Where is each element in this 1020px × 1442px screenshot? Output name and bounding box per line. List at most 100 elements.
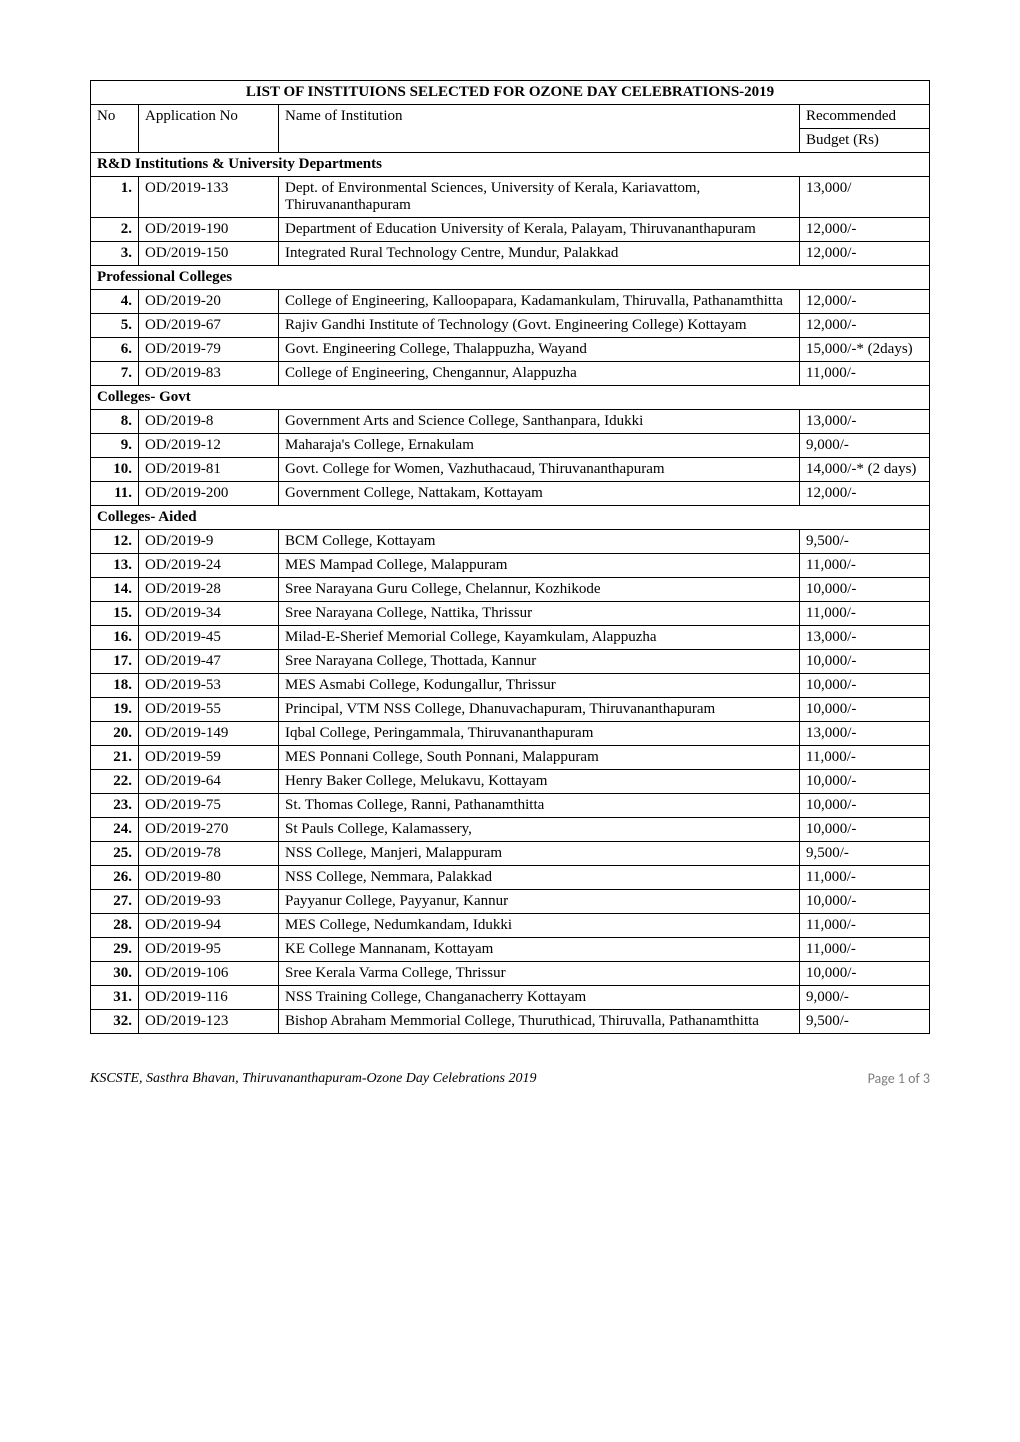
cell-budget: 14,000/-* (2 days) (800, 458, 930, 482)
cell-application-no: OD/2019-149 (139, 722, 279, 746)
cell-budget: 10,000/- (800, 794, 930, 818)
cell-no: 17. (91, 650, 139, 674)
cell-application-no: OD/2019-133 (139, 177, 279, 218)
table-row: 3.OD/2019-150Integrated Rural Technology… (91, 242, 930, 266)
cell-application-no: OD/2019-59 (139, 746, 279, 770)
cell-no: 8. (91, 410, 139, 434)
cell-application-no: OD/2019-81 (139, 458, 279, 482)
cell-budget: 10,000/- (800, 578, 930, 602)
cell-no: 9. (91, 434, 139, 458)
table-row: 13.OD/2019-24MES Mampad College, Malappu… (91, 554, 930, 578)
table-row: 11.OD/2019-200Government College, Nattak… (91, 482, 930, 506)
table-row: 10.OD/2019-81Govt. College for Women, Va… (91, 458, 930, 482)
cell-no: 5. (91, 314, 139, 338)
section-heading: Colleges- Aided (91, 506, 930, 530)
cell-institution-name: St Pauls College, Kalamassery, (279, 818, 800, 842)
cell-no: 13. (91, 554, 139, 578)
cell-institution-name: NSS College, Nemmara, Palakkad (279, 866, 800, 890)
cell-budget: 10,000/- (800, 650, 930, 674)
cell-budget: 13,000/- (800, 626, 930, 650)
cell-no: 31. (91, 986, 139, 1010)
table-row: 27.OD/2019-93Payyanur College, Payyanur,… (91, 890, 930, 914)
cell-application-no: OD/2019-64 (139, 770, 279, 794)
cell-institution-name: Govt. College for Women, Vazhuthacaud, T… (279, 458, 800, 482)
cell-application-no: OD/2019-94 (139, 914, 279, 938)
cell-no: 16. (91, 626, 139, 650)
cell-institution-name: NSS College, Manjeri, Malappuram (279, 842, 800, 866)
cell-institution-name: Principal, VTM NSS College, Dhanuvachapu… (279, 698, 800, 722)
cell-institution-name: Sree Narayana College, Thottada, Kannur (279, 650, 800, 674)
cell-application-no: OD/2019-93 (139, 890, 279, 914)
cell-institution-name: Government Arts and Science College, San… (279, 410, 800, 434)
table-row: 12.OD/2019-9BCM College, Kottayam9,500/- (91, 530, 930, 554)
cell-institution-name: Govt. Engineering College, Thalappuzha, … (279, 338, 800, 362)
cell-application-no: OD/2019-9 (139, 530, 279, 554)
cell-no: 18. (91, 674, 139, 698)
cell-application-no: OD/2019-116 (139, 986, 279, 1010)
cell-application-no: OD/2019-53 (139, 674, 279, 698)
cell-no: 6. (91, 338, 139, 362)
table-title: LIST OF INSTITUIONS SELECTED FOR OZONE D… (91, 81, 930, 105)
cell-application-no: OD/2019-106 (139, 962, 279, 986)
cell-application-no: OD/2019-200 (139, 482, 279, 506)
cell-no: 7. (91, 362, 139, 386)
cell-no: 14. (91, 578, 139, 602)
cell-budget: 10,000/- (800, 674, 930, 698)
cell-no: 2. (91, 218, 139, 242)
cell-application-no: OD/2019-8 (139, 410, 279, 434)
cell-budget: 15,000/-* (2days) (800, 338, 930, 362)
cell-no: 32. (91, 1010, 139, 1034)
cell-budget: 12,000/- (800, 314, 930, 338)
table-row: 4.OD/2019-20College of Engineering, Kall… (91, 290, 930, 314)
cell-budget: 11,000/- (800, 938, 930, 962)
section-heading: Professional Colleges (91, 266, 930, 290)
cell-no: 25. (91, 842, 139, 866)
cell-institution-name: Payyanur College, Payyanur, Kannur (279, 890, 800, 914)
table-row: 8.OD/2019-8Government Arts and Science C… (91, 410, 930, 434)
cell-budget: 9,500/- (800, 530, 930, 554)
cell-budget: 11,000/- (800, 602, 930, 626)
table-row: 15.OD/2019-34Sree Narayana College, Natt… (91, 602, 930, 626)
cell-budget: 13,000/ (800, 177, 930, 218)
cell-no: 26. (91, 866, 139, 890)
cell-application-no: OD/2019-24 (139, 554, 279, 578)
col-header-budget-1: Recommended (800, 105, 930, 129)
table-row: 28.OD/2019-94MES College, Nedumkandam, I… (91, 914, 930, 938)
table-row: 7.OD/2019-83College of Engineering, Chen… (91, 362, 930, 386)
table-row: 30.OD/2019-106Sree Kerala Varma College,… (91, 962, 930, 986)
table-row: 22.OD/2019-64Henry Baker College, Meluka… (91, 770, 930, 794)
cell-no: 4. (91, 290, 139, 314)
col-header-budget-2: Budget (Rs) (800, 129, 930, 153)
cell-application-no: OD/2019-83 (139, 362, 279, 386)
table-row: 20.OD/2019-149Iqbal College, Peringammal… (91, 722, 930, 746)
cell-institution-name: Maharaja's College, Ernakulam (279, 434, 800, 458)
table-row: 19.OD/2019-55Principal, VTM NSS College,… (91, 698, 930, 722)
cell-application-no: OD/2019-75 (139, 794, 279, 818)
cell-no: 23. (91, 794, 139, 818)
cell-institution-name: MES Mampad College, Malappuram (279, 554, 800, 578)
table-row: 1.OD/2019-133Dept. of Environmental Scie… (91, 177, 930, 218)
cell-budget: 11,000/- (800, 554, 930, 578)
cell-institution-name: MES Ponnani College, South Ponnani, Mala… (279, 746, 800, 770)
cell-no: 22. (91, 770, 139, 794)
cell-budget: 9,500/- (800, 842, 930, 866)
section-heading: R&D Institutions & University Department… (91, 153, 930, 177)
cell-no: 27. (91, 890, 139, 914)
col-header-app: Application No (139, 105, 279, 153)
cell-budget: 12,000/- (800, 218, 930, 242)
cell-budget: 13,000/- (800, 722, 930, 746)
cell-application-no: OD/2019-150 (139, 242, 279, 266)
cell-no: 20. (91, 722, 139, 746)
section-heading: Colleges- Govt (91, 386, 930, 410)
cell-budget: 9,500/- (800, 1010, 930, 1034)
footer-left-text: KSCSTE, Sasthra Bhavan, Thiruvananthapur… (90, 1071, 536, 1087)
cell-institution-name: Iqbal College, Peringammala, Thiruvanant… (279, 722, 800, 746)
cell-no: 24. (91, 818, 139, 842)
table-row: 6.OD/2019-79Govt. Engineering College, T… (91, 338, 930, 362)
institutions-table: LIST OF INSTITUIONS SELECTED FOR OZONE D… (90, 80, 930, 1034)
table-row: 17.OD/2019-47Sree Narayana College, Thot… (91, 650, 930, 674)
cell-institution-name: College of Engineering, Kalloopapara, Ka… (279, 290, 800, 314)
table-row: 9.OD/2019-12Maharaja's College, Ernakula… (91, 434, 930, 458)
table-row: 24.OD/2019-270St Pauls College, Kalamass… (91, 818, 930, 842)
cell-budget: 12,000/- (800, 290, 930, 314)
